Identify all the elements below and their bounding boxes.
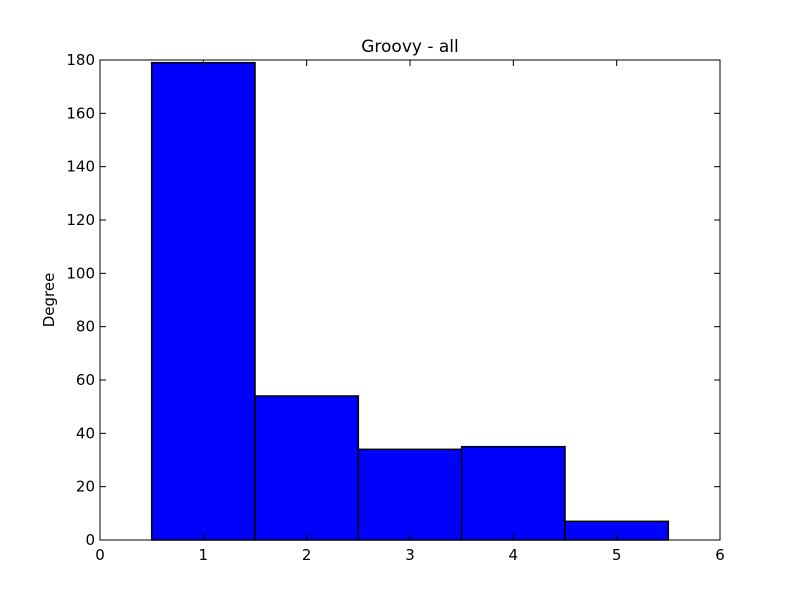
bars-group: [150, 61, 670, 541]
chart-title: Groovy - all: [361, 37, 459, 57]
y-tick-label-60: 60: [76, 371, 95, 389]
plot-frame: [99, 59, 721, 541]
y-tick-label-160: 160: [66, 104, 95, 122]
bar-4: [460, 445, 566, 541]
y-tick-label-120: 120: [66, 211, 95, 229]
x-tick-label-4: 4: [509, 546, 519, 564]
y-tick-label-180: 180: [66, 51, 95, 69]
y-tick-label-0: 0: [85, 531, 95, 549]
x-tick-label-3: 3: [405, 546, 415, 564]
x-tick-label-1: 1: [199, 546, 209, 564]
y-axis-label: Degree: [40, 273, 58, 328]
bar-1: [150, 61, 256, 541]
y-tick-label-20: 20: [76, 478, 95, 496]
x-tick-label-2: 2: [302, 546, 312, 564]
x-tick-label-5: 5: [612, 546, 622, 564]
y-tick-label-40: 40: [76, 424, 95, 442]
bar-2: [254, 395, 360, 541]
y-tick-label-80: 80: [76, 318, 95, 336]
y-tick-label-100: 100: [66, 264, 95, 282]
x-tick-label-0: 0: [95, 546, 105, 564]
bar-3: [357, 448, 463, 541]
y-tick-label-140: 140: [66, 158, 95, 176]
x-tick-label-6: 6: [715, 546, 725, 564]
